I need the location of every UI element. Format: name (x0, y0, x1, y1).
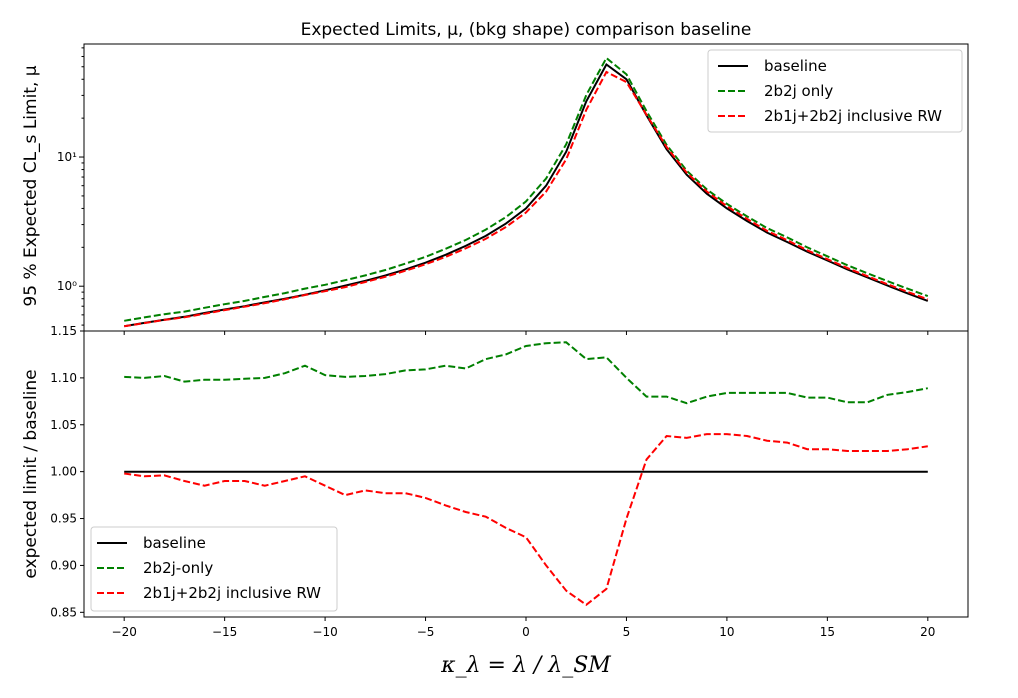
x-tick-label: −5 (417, 625, 435, 639)
bottom-y-tick-label: 1.05 (50, 418, 77, 432)
top-legend: baseline 2b2j only 2b1j+2b2j inclusive RW (707, 49, 963, 133)
bottom-y-axis-label: expected limit / baseline (21, 369, 41, 578)
top-legend-box (707, 49, 963, 133)
top-y-axis-label: 95 % Expected CL_s Limit, μ (21, 65, 41, 306)
bottom-legend-label-2b1j-2b2j-inclusive-rw: 2b1j+2b2j inclusive RW (143, 584, 321, 602)
bottom-series-2b2j-only (124, 341, 928, 405)
bottom-y-tick-label: 0.90 (50, 558, 77, 572)
bottom-series-2b1j-2b2j-inclusive-rw (124, 433, 928, 607)
x-tick-label: 0 (522, 625, 530, 639)
x-tick-label: −15 (212, 625, 237, 639)
bottom-legend-label-baseline: baseline (143, 534, 206, 552)
top-legend-label-baseline: baseline (764, 57, 827, 75)
x-tick-label: −10 (312, 625, 337, 639)
bottom-y-tick-label: 1.10 (50, 371, 77, 385)
top-y-tick-label: 10⁰ (57, 279, 77, 293)
x-tick-label: 5 (623, 625, 631, 639)
top-series-2b1j-2b2j-inclusive-rw (124, 70, 929, 328)
x-tick-label: 20 (920, 625, 935, 639)
x-tick-label: −20 (112, 625, 137, 639)
top-series-2b2j-only (124, 56, 929, 322)
x-tick-label: 15 (820, 625, 835, 639)
bottom-legend: baseline 2b2j-only 2b1j+2b2j inclusive RW (90, 526, 338, 612)
top-legend-label-2b2j-only: 2b2j only (764, 82, 833, 100)
top-legend-label-2b1j-2b2j-inclusive-rw: 2b1j+2b2j inclusive RW (764, 107, 942, 125)
top-y-tick-label: 10¹ (57, 150, 77, 164)
bottom-legend-label-2b2j-only: 2b2j-only (143, 559, 213, 577)
bottom-y-tick-label: 1.15 (50, 324, 77, 338)
x-tick-label: 10 (719, 625, 734, 639)
bottom-y-tick-label: 0.85 (50, 605, 77, 619)
bottom-y-tick-label: 0.95 (50, 512, 77, 526)
x-axis-label: κ_λ = λ / λ_SM (440, 653, 611, 678)
bottom-legend-box (90, 526, 338, 612)
top-panel-title: Expected Limits, μ, (bkg shape) comparis… (301, 20, 752, 40)
bottom-y-tick-label: 1.00 (50, 465, 77, 479)
